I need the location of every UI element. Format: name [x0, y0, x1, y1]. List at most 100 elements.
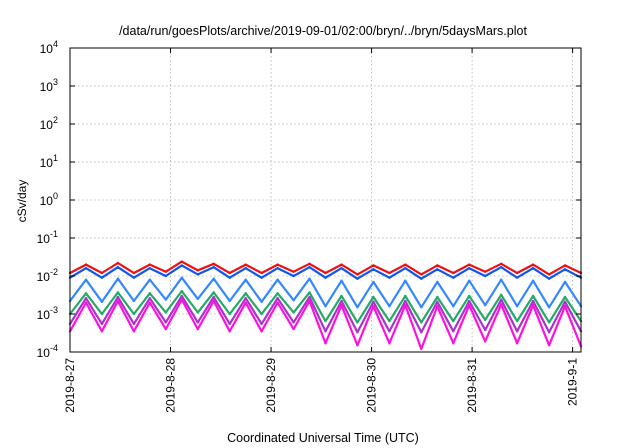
data-point	[420, 347, 423, 351]
data-point	[515, 342, 519, 345]
data-point	[228, 276, 231, 279]
data-point	[212, 262, 215, 265]
data-point	[563, 300, 567, 303]
data-point	[132, 322, 136, 326]
data-point	[212, 277, 215, 280]
data-point	[132, 312, 136, 316]
data-point	[563, 264, 567, 267]
data-point	[452, 330, 455, 333]
data-point	[372, 280, 375, 284]
data-point	[148, 292, 151, 295]
x-axis: 2019-8-27 2019-8-28 2019-8-29 2019-8-30 2019…	[63, 48, 580, 413]
data-point	[276, 301, 279, 304]
data-point	[308, 291, 311, 294]
x-tick-label: 2019-8-28	[164, 358, 178, 413]
data-point	[356, 344, 359, 347]
data-point	[148, 267, 151, 270]
data-point	[372, 264, 375, 267]
data-point	[260, 312, 263, 316]
data-point	[340, 279, 343, 282]
data-point	[260, 276, 263, 279]
y-tick-label: 10-1	[37, 229, 58, 246]
data-point	[388, 330, 391, 333]
data-point	[116, 291, 120, 294]
data-point	[500, 266, 503, 269]
data-point	[452, 305, 455, 308]
data-point	[531, 267, 535, 270]
data-point	[84, 301, 88, 304]
x-axis-label: Coordinated Universal Time (UTC)	[227, 431, 419, 445]
data-point	[484, 318, 487, 322]
y-tick-label: 10-4	[37, 343, 58, 360]
data-point	[547, 344, 551, 347]
data-point	[388, 342, 391, 345]
data-point	[547, 273, 551, 276]
data-point	[164, 274, 167, 278]
data-point	[388, 305, 391, 308]
data-point	[420, 321, 423, 324]
data-point	[515, 271, 519, 275]
data-point	[100, 271, 104, 275]
data-point	[244, 278, 247, 281]
y-axis: 104 103 102 101 100 10-1 10-2 10-3 10-4	[37, 39, 581, 360]
data-point	[436, 264, 439, 267]
data-point	[531, 299, 535, 303]
data-point	[356, 321, 359, 324]
data-point	[324, 271, 327, 275]
data-point	[164, 311, 167, 314]
data-point	[84, 278, 88, 281]
data-point	[356, 273, 359, 276]
data-point	[372, 268, 375, 271]
data-point	[356, 277, 359, 280]
data-point	[212, 299, 215, 303]
data-point	[244, 292, 247, 295]
data-point	[468, 267, 471, 270]
data-point	[148, 278, 151, 281]
data-point	[500, 303, 503, 306]
data-point	[228, 271, 231, 275]
data-point	[436, 305, 439, 308]
data-point	[388, 319, 391, 323]
data-point	[372, 295, 375, 299]
data-point	[563, 268, 567, 271]
data-point	[276, 278, 279, 281]
data-point	[404, 263, 407, 266]
data-point	[292, 274, 295, 278]
data-point	[180, 276, 183, 279]
data-point	[116, 266, 120, 269]
data-point	[484, 328, 487, 332]
data-point	[531, 263, 535, 266]
data-point	[452, 276, 455, 279]
data-point	[292, 327, 295, 331]
y-axis-label: cSv/day	[15, 180, 29, 223]
data-point	[164, 327, 167, 331]
data-point	[292, 311, 295, 314]
data-point	[180, 264, 183, 267]
data-point	[212, 266, 215, 269]
data-point	[292, 299, 295, 302]
data-point	[196, 269, 199, 272]
data-point	[164, 321, 167, 324]
data-point	[84, 263, 88, 266]
data-point	[308, 295, 311, 299]
data-point	[324, 276, 327, 279]
data-point	[484, 270, 487, 273]
data-point	[436, 295, 439, 299]
data-point	[308, 299, 311, 303]
data-point	[324, 319, 327, 323]
series-lines	[68, 260, 583, 351]
data-point	[260, 300, 263, 303]
x-tick-label: 2019-9-1	[566, 358, 580, 406]
data-point	[563, 305, 567, 308]
data-point	[164, 298, 167, 301]
data-point	[547, 277, 551, 280]
data-point	[132, 271, 136, 275]
data-point	[468, 294, 471, 298]
data-point	[180, 298, 183, 301]
data-point	[244, 297, 247, 300]
data-point	[436, 280, 439, 284]
data-point	[420, 306, 423, 309]
data-point	[500, 262, 503, 265]
data-point	[116, 277, 120, 280]
